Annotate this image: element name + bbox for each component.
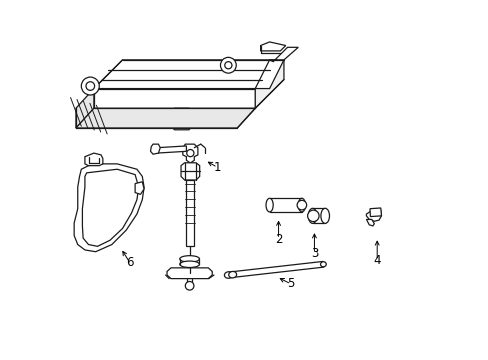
Polygon shape (269, 198, 301, 212)
Polygon shape (269, 47, 298, 62)
Polygon shape (94, 89, 255, 108)
Text: 2: 2 (274, 233, 282, 246)
Polygon shape (76, 89, 94, 128)
Circle shape (224, 62, 231, 69)
Circle shape (186, 149, 194, 157)
Polygon shape (227, 261, 323, 278)
Ellipse shape (224, 272, 232, 278)
Ellipse shape (228, 271, 236, 278)
Polygon shape (169, 108, 194, 130)
Polygon shape (85, 153, 102, 166)
Polygon shape (156, 146, 186, 153)
Text: 6: 6 (126, 256, 133, 269)
Circle shape (86, 82, 94, 90)
Ellipse shape (265, 198, 273, 212)
Text: 5: 5 (287, 278, 294, 291)
Polygon shape (181, 163, 199, 180)
Polygon shape (135, 182, 144, 194)
Ellipse shape (320, 208, 329, 224)
Polygon shape (366, 220, 373, 226)
Circle shape (81, 77, 99, 95)
Polygon shape (366, 209, 381, 221)
Polygon shape (186, 180, 193, 246)
Polygon shape (255, 60, 284, 108)
Text: 1: 1 (213, 161, 221, 174)
Polygon shape (167, 268, 212, 279)
Polygon shape (183, 144, 198, 163)
Circle shape (220, 57, 236, 73)
Ellipse shape (320, 262, 325, 267)
Polygon shape (255, 60, 284, 89)
Circle shape (185, 282, 194, 290)
Polygon shape (150, 144, 160, 154)
Text: 3: 3 (310, 247, 318, 260)
Polygon shape (260, 42, 285, 51)
Ellipse shape (308, 208, 316, 224)
Polygon shape (76, 108, 255, 128)
Ellipse shape (180, 256, 199, 262)
Polygon shape (312, 208, 325, 224)
Polygon shape (369, 208, 381, 217)
Ellipse shape (298, 198, 305, 212)
Polygon shape (74, 164, 144, 252)
Text: 4: 4 (373, 254, 380, 267)
Circle shape (307, 210, 319, 222)
Polygon shape (94, 60, 284, 89)
Circle shape (297, 200, 306, 210)
Polygon shape (82, 169, 139, 246)
Ellipse shape (180, 261, 199, 267)
